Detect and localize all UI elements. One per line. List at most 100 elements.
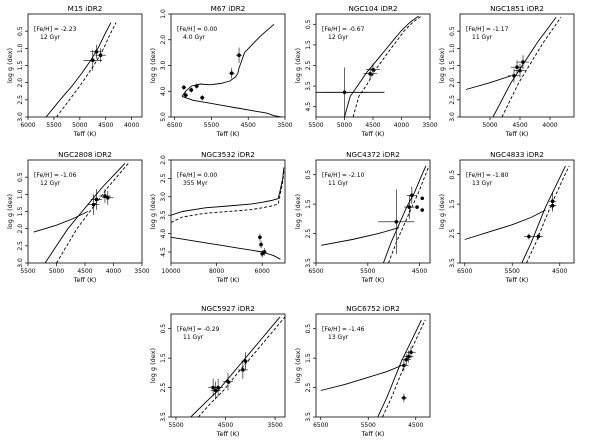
series-line-isochrone-alt bbox=[526, 165, 570, 263]
x-axis-label: Teff (K) bbox=[216, 130, 240, 138]
data-point bbox=[550, 203, 555, 208]
x-tick-label: 4500 bbox=[241, 122, 256, 129]
x-tick-label: 3500 bbox=[277, 122, 292, 129]
x-tick-label: 5500 bbox=[204, 122, 219, 129]
data-point bbox=[410, 193, 414, 198]
y-tick-label: 3.5 bbox=[160, 210, 167, 220]
x-axis-label: Teff (K) bbox=[216, 276, 240, 284]
x-tick-label: 10000 bbox=[161, 268, 180, 275]
x-tick-label: 4000 bbox=[542, 122, 557, 129]
y-tick-label: 0.5 bbox=[449, 170, 456, 180]
y-tick-label: 3.5 bbox=[305, 81, 312, 91]
y-tick-label: 0.5 bbox=[305, 170, 312, 180]
y-tick-label: 1.5 bbox=[17, 61, 24, 71]
x-tick-label: 4500 bbox=[552, 268, 567, 275]
y-tick-label: 2.0 bbox=[160, 35, 167, 45]
x-tick-label: 5500 bbox=[308, 122, 323, 129]
series-group bbox=[320, 319, 426, 417]
chart-panel: M67 iDR2 [Fe/H] = 0.004.0 Gyr 6500 5500 4500… bbox=[149, 4, 293, 138]
y-tick-label: 3.0 bbox=[449, 112, 456, 122]
series-line-isochrone bbox=[44, 163, 126, 263]
data-point bbox=[200, 95, 205, 100]
data-point bbox=[237, 53, 241, 57]
x-tick-label: 5500 bbox=[360, 268, 375, 275]
x-tick-label: 5000 bbox=[49, 268, 64, 275]
data-point bbox=[527, 234, 531, 239]
y-tick-label: 3.0 bbox=[160, 192, 167, 202]
x-axis-label: Teff (K) bbox=[73, 130, 97, 138]
series-line-isochrone bbox=[45, 22, 112, 117]
x-tick-label: 5500 bbox=[20, 268, 35, 275]
y-tick-label: 1.5 bbox=[17, 207, 24, 217]
x-tick-label: 4500 bbox=[77, 268, 92, 275]
y-tick-label: 3.5 bbox=[305, 412, 312, 422]
x-tick-label: 6500 bbox=[313, 422, 328, 429]
y-tick-label: 1.5 bbox=[160, 353, 167, 363]
y-tick-label: 0.5 bbox=[160, 324, 167, 334]
y-axis-label: log g (dex) bbox=[149, 348, 157, 383]
plot-frame bbox=[170, 159, 286, 264]
y-tick-label: 1.0 bbox=[17, 189, 24, 199]
panel-title: NGC4833 iDR2 bbox=[490, 150, 544, 159]
data-point bbox=[518, 68, 522, 73]
x-tick-label: 4500 bbox=[408, 422, 423, 429]
data-point bbox=[216, 385, 220, 390]
panel-annotation: [Fe/H] = -1.06 bbox=[34, 172, 77, 179]
panel-annotation: 13 Gyr bbox=[328, 334, 349, 341]
x-tick-label: 6000 bbox=[255, 268, 270, 275]
series-group bbox=[171, 167, 285, 260]
y-tick-label: 1.5 bbox=[305, 353, 312, 363]
series-line-isochrone bbox=[521, 165, 566, 263]
x-tick-label: 5500 bbox=[505, 268, 520, 275]
panel-annotation: 13 Gyr bbox=[472, 180, 493, 187]
x-tick-label: 4000 bbox=[124, 122, 139, 129]
plot-frame bbox=[315, 159, 431, 264]
x-tick-label: 5500 bbox=[46, 122, 61, 129]
data-point bbox=[103, 194, 107, 198]
y-axis-label: log g (dex) bbox=[438, 194, 446, 229]
data-point bbox=[415, 205, 419, 209]
panel-annotation: [Fe/H] = -2.10 bbox=[322, 172, 365, 179]
series-line-isochrone-alt bbox=[352, 15, 422, 117]
data-point bbox=[213, 388, 218, 393]
data-point bbox=[409, 350, 413, 355]
series-line-isochrone bbox=[190, 316, 281, 417]
series-line-isochrone-hb bbox=[464, 209, 546, 240]
series-line-isochrone-hb bbox=[33, 211, 88, 233]
panel-title: NGC4372 iDR2 bbox=[346, 150, 400, 159]
data-point bbox=[515, 65, 519, 70]
data-point bbox=[183, 93, 188, 97]
y-tick-label: 1.5 bbox=[305, 199, 312, 209]
data-point bbox=[94, 197, 99, 202]
data-point bbox=[402, 396, 406, 400]
series-group bbox=[45, 22, 117, 117]
y-tick-label: 3.5 bbox=[160, 412, 167, 422]
panel-title: NGC2808 iDR2 bbox=[58, 150, 112, 159]
series-line-isochrone bbox=[344, 15, 419, 117]
data-point bbox=[90, 58, 95, 63]
y-tick-label: 2.5 bbox=[17, 95, 24, 105]
data-point bbox=[91, 202, 96, 207]
y-axis-label: log g (dex) bbox=[438, 48, 446, 83]
series-line-isochrone-alt bbox=[56, 163, 129, 263]
series-line-isochrone-hb bbox=[321, 227, 400, 246]
data-point bbox=[241, 368, 245, 372]
series-line-isochrone bbox=[382, 165, 427, 263]
y-tick-label: 2.5 bbox=[449, 95, 456, 105]
data-point bbox=[536, 234, 541, 239]
panel-annotation: 12 Gyr bbox=[328, 34, 349, 41]
data-point bbox=[371, 67, 375, 72]
data-point bbox=[420, 196, 425, 201]
y-tick-label: 1.0 bbox=[449, 43, 456, 53]
panel-annotation: [Fe/H] = -0.29 bbox=[177, 326, 220, 333]
data-point bbox=[406, 354, 411, 359]
data-point bbox=[243, 359, 248, 363]
y-tick-label: 0.5 bbox=[305, 324, 312, 334]
panel-annotation: 11 Gyr bbox=[328, 180, 349, 187]
